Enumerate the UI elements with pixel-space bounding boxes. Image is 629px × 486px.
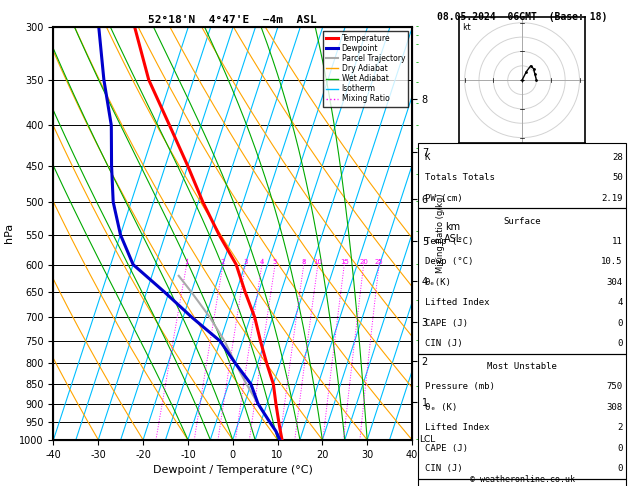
Text: -: -	[415, 99, 418, 108]
Text: Surface: Surface	[503, 217, 541, 226]
Text: Most Unstable: Most Unstable	[487, 362, 557, 371]
Text: Temp (°C): Temp (°C)	[425, 237, 473, 246]
Text: 1: 1	[184, 259, 189, 265]
Text: 20: 20	[359, 259, 368, 265]
Text: Lifted Index: Lifted Index	[425, 423, 489, 432]
Text: CAPE (J): CAPE (J)	[425, 319, 467, 328]
Text: LCL: LCL	[419, 435, 435, 444]
Text: 11: 11	[612, 237, 623, 246]
Text: θₑ (K): θₑ (K)	[425, 403, 457, 412]
Text: 2.19: 2.19	[601, 194, 623, 203]
Text: -: -	[415, 227, 418, 236]
Text: -: -	[415, 170, 418, 179]
Y-axis label: hPa: hPa	[4, 223, 14, 243]
Text: Totals Totals: Totals Totals	[425, 174, 494, 182]
Text: -: -	[415, 40, 418, 49]
Text: -: -	[415, 58, 418, 68]
Text: -: -	[415, 435, 418, 444]
Text: Pressure (mb): Pressure (mb)	[425, 382, 494, 391]
Text: 28: 28	[612, 153, 623, 162]
Title: 52°18'N  4°47'E  −4m  ASL: 52°18'N 4°47'E −4m ASL	[148, 15, 317, 25]
Text: -: -	[415, 121, 418, 130]
Text: 0: 0	[617, 319, 623, 328]
Text: kt: kt	[462, 23, 471, 32]
Text: -: -	[415, 296, 418, 305]
Text: CIN (J): CIN (J)	[425, 464, 462, 473]
Text: 5: 5	[273, 259, 277, 265]
Text: 15: 15	[340, 259, 348, 265]
Y-axis label: km
ASL: km ASL	[444, 223, 462, 244]
Text: 08.05.2024  06GMT  (Base: 18): 08.05.2024 06GMT (Base: 18)	[437, 12, 607, 22]
Text: 2: 2	[221, 259, 225, 265]
Text: 0: 0	[617, 339, 623, 348]
Text: 0: 0	[617, 464, 623, 473]
Text: 304: 304	[606, 278, 623, 287]
Text: -: -	[415, 197, 418, 207]
Text: -: -	[415, 22, 418, 31]
Text: 25: 25	[375, 259, 383, 265]
Text: θₑ(K): θₑ(K)	[425, 278, 452, 287]
Text: 4: 4	[617, 298, 623, 307]
Text: K: K	[425, 153, 430, 162]
Text: 8: 8	[301, 259, 306, 265]
Text: -: -	[415, 31, 418, 40]
Text: -: -	[415, 337, 418, 346]
Text: 2: 2	[617, 423, 623, 432]
Text: PW (cm): PW (cm)	[425, 194, 462, 203]
Text: Mixing Ratio (g/kg): Mixing Ratio (g/kg)	[436, 193, 445, 273]
Text: 50: 50	[612, 174, 623, 182]
Text: -: -	[415, 260, 418, 269]
X-axis label: Dewpoint / Temperature (°C): Dewpoint / Temperature (°C)	[153, 465, 313, 475]
Text: Lifted Index: Lifted Index	[425, 298, 489, 307]
Text: © weatheronline.co.uk: © weatheronline.co.uk	[470, 474, 574, 484]
Text: 750: 750	[606, 382, 623, 391]
Text: Dewp (°C): Dewp (°C)	[425, 258, 473, 266]
Text: CIN (J): CIN (J)	[425, 339, 462, 348]
Text: 10.5: 10.5	[601, 258, 623, 266]
Text: -: -	[415, 78, 418, 87]
Text: 4: 4	[260, 259, 264, 265]
Text: CAPE (J): CAPE (J)	[425, 444, 467, 452]
Text: 3: 3	[243, 259, 248, 265]
Text: 0: 0	[617, 444, 623, 452]
Text: 10: 10	[313, 259, 322, 265]
Legend: Temperature, Dewpoint, Parcel Trajectory, Dry Adiabat, Wet Adiabat, Isotherm, Mi: Temperature, Dewpoint, Parcel Trajectory…	[323, 31, 408, 106]
Text: 308: 308	[606, 403, 623, 412]
Text: -: -	[415, 145, 418, 154]
Text: -: -	[415, 382, 418, 391]
